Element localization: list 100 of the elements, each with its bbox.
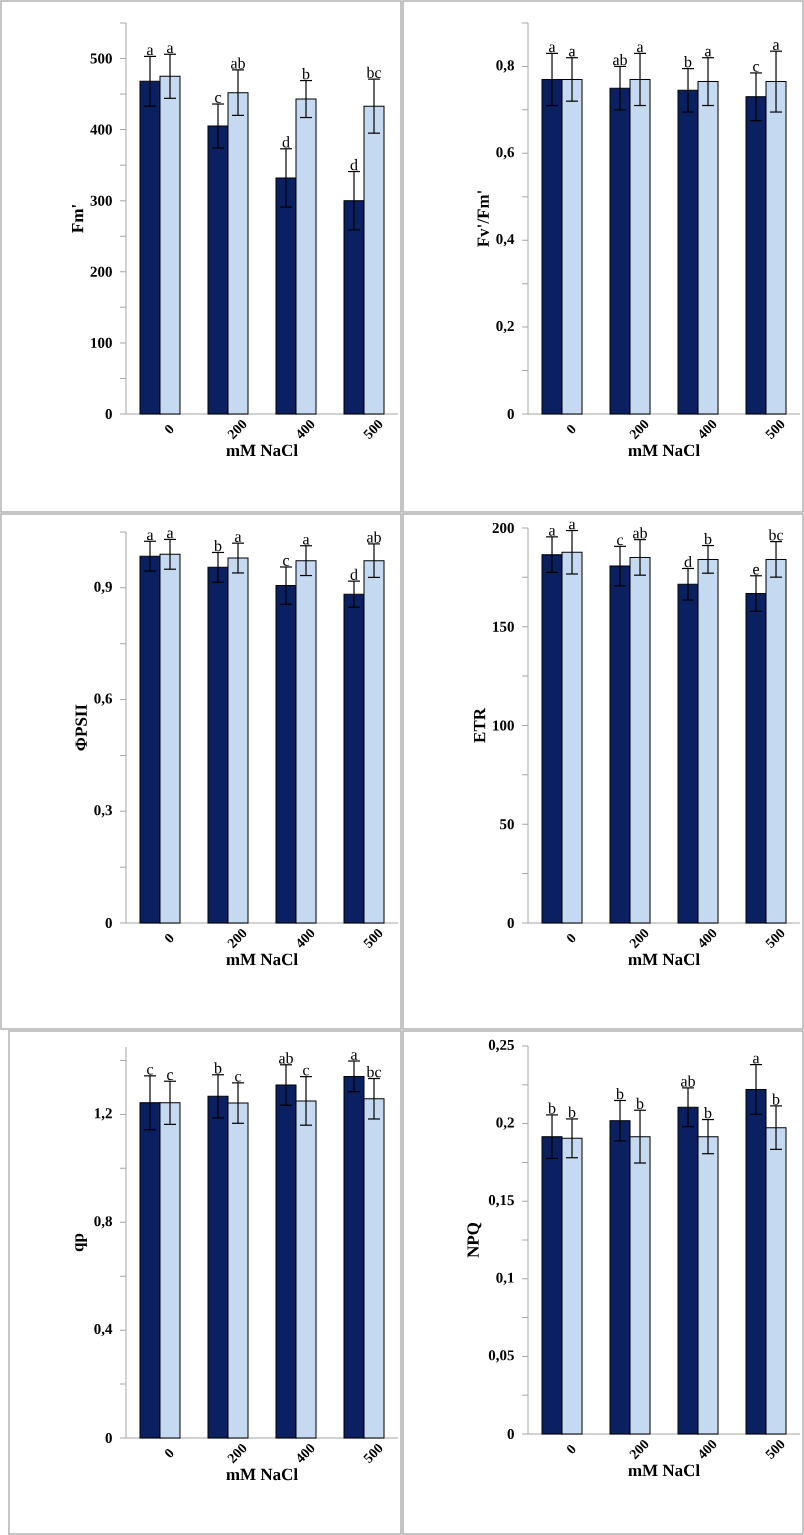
x-tick-label: 500 bbox=[363, 929, 383, 949]
x-tick-label: 200 bbox=[227, 1444, 247, 1464]
y-tick-label: 0 bbox=[507, 408, 514, 420]
data-label: e bbox=[753, 566, 760, 575]
y-tick-label: 0,6 bbox=[94, 693, 113, 706]
data-label: b bbox=[684, 56, 692, 68]
data-label: a bbox=[351, 1052, 358, 1060]
x-tick-label: 200 bbox=[629, 929, 649, 949]
y-axis-title: Fv'/Fm' bbox=[477, 190, 489, 247]
y-tick-label: 0,15 bbox=[488, 1195, 514, 1208]
y-tick-label: 500 bbox=[90, 53, 112, 64]
x-axis-title: mM NaCl bbox=[226, 953, 298, 966]
x-tick-label: 400 bbox=[699, 1440, 717, 1459]
y-tick-label: 0,3 bbox=[94, 805, 112, 818]
x-tick-label: 0 bbox=[165, 1449, 174, 1458]
x-tick-label: 200 bbox=[629, 420, 649, 440]
y-axis-title: NPQ bbox=[467, 1222, 482, 1258]
y-tick-label: 400 bbox=[90, 124, 112, 135]
data-label: a bbox=[773, 42, 780, 51]
data-label: a bbox=[147, 47, 154, 56]
data-label: a bbox=[147, 532, 154, 541]
y-tick-label: 0,6 bbox=[496, 147, 515, 160]
data-label: d bbox=[684, 556, 692, 568]
y-tick-label: 0,8 bbox=[496, 60, 514, 73]
y-tick-label: 200 bbox=[90, 266, 112, 277]
data-label: a bbox=[167, 530, 174, 539]
data-label: c bbox=[167, 1072, 174, 1081]
y-axis-title: ΦPSII bbox=[75, 704, 87, 751]
y-tick-label: 0,4 bbox=[496, 234, 515, 247]
y-tick-label: 50 bbox=[500, 819, 514, 830]
y-tick-label: 0,05 bbox=[488, 1350, 514, 1363]
x-axis-title: mM NaCl bbox=[628, 1464, 700, 1477]
y-tick-label: 0,2 bbox=[496, 1117, 514, 1130]
y-tick-label: 0,25 bbox=[488, 1039, 514, 1053]
data-label: a bbox=[637, 44, 644, 53]
x-tick-label: 200 bbox=[227, 420, 247, 440]
x-tick-label: 500 bbox=[363, 420, 383, 440]
x-tick-label: 0 bbox=[165, 934, 174, 943]
x-tick-label: 500 bbox=[765, 420, 785, 440]
data-label: b bbox=[704, 1107, 712, 1119]
x-tick-label: 400 bbox=[297, 1444, 315, 1463]
data-label: bc bbox=[366, 66, 382, 78]
data-label: b bbox=[214, 539, 222, 552]
x-tick-label: 0 bbox=[165, 425, 174, 434]
y-tick-label: 200 bbox=[492, 522, 514, 534]
y-tick-label: 100 bbox=[493, 720, 514, 731]
data-label: bc bbox=[768, 529, 784, 541]
x-tick-label: 0 bbox=[567, 934, 576, 943]
y-tick-label: 0 bbox=[507, 1428, 514, 1440]
x-axis-title: mM NaCl bbox=[226, 444, 298, 457]
y-axis-title: ETR bbox=[474, 707, 486, 743]
data-label: a bbox=[549, 44, 556, 53]
data-label: a bbox=[167, 45, 174, 54]
data-label: c bbox=[215, 95, 222, 103]
data-label: c bbox=[147, 1066, 154, 1075]
y-axis-title: qp bbox=[75, 1233, 87, 1252]
data-label: b bbox=[568, 1106, 576, 1118]
y-tick-label: 0 bbox=[105, 917, 112, 929]
x-axis-title: mM NaCl bbox=[628, 953, 700, 966]
data-label: a bbox=[569, 48, 576, 57]
data-label: c bbox=[617, 537, 624, 546]
x-tick-label: 500 bbox=[765, 1440, 785, 1460]
y-tick-label: 0,9 bbox=[94, 581, 112, 594]
x-tick-label: 500 bbox=[363, 1444, 383, 1464]
data-label: b bbox=[214, 1062, 222, 1074]
data-label: c bbox=[283, 558, 290, 566]
y-tick-label: 0,1 bbox=[496, 1272, 514, 1285]
y-tick-label: 150 bbox=[493, 621, 514, 632]
data-label: bc bbox=[366, 1066, 382, 1078]
data-label: d bbox=[350, 568, 358, 580]
data-label: d bbox=[282, 136, 290, 148]
data-label: a bbox=[303, 536, 310, 545]
y-tick-label: 0 bbox=[105, 408, 112, 420]
data-label: d bbox=[350, 159, 358, 171]
data-label: b bbox=[302, 68, 310, 80]
data-label: a bbox=[549, 527, 556, 536]
y-axis-title: Fm' bbox=[72, 205, 84, 233]
data-label: b bbox=[548, 1102, 556, 1114]
data-label: a bbox=[705, 48, 712, 57]
x-tick-label: 0 bbox=[567, 425, 576, 434]
x-tick-label: 200 bbox=[227, 929, 247, 949]
y-tick-label: 0 bbox=[105, 1432, 112, 1444]
data-label: c bbox=[235, 1073, 242, 1082]
x-tick-label: 200 bbox=[629, 1440, 649, 1460]
data-label: ab bbox=[633, 527, 647, 539]
x-axis-title: mM NaCl bbox=[628, 444, 700, 457]
x-axis-title: mM NaCl bbox=[226, 1468, 298, 1481]
y-tick-label: 0,8 bbox=[94, 1216, 112, 1229]
data-label: c bbox=[303, 1067, 310, 1076]
data-label: b bbox=[704, 533, 712, 545]
data-label: b bbox=[616, 1088, 624, 1100]
data-label: ab bbox=[279, 1052, 293, 1064]
y-tick-label: 0 bbox=[507, 917, 514, 929]
y-tick-label: 1,2 bbox=[94, 1108, 112, 1121]
y-tick-label: 300 bbox=[90, 195, 112, 206]
data-label: ab bbox=[231, 57, 245, 69]
data-label: a bbox=[235, 534, 242, 542]
data-label: a bbox=[569, 521, 576, 530]
data-label: b bbox=[772, 1093, 780, 1105]
y-tick-label: 0,2 bbox=[496, 320, 514, 334]
